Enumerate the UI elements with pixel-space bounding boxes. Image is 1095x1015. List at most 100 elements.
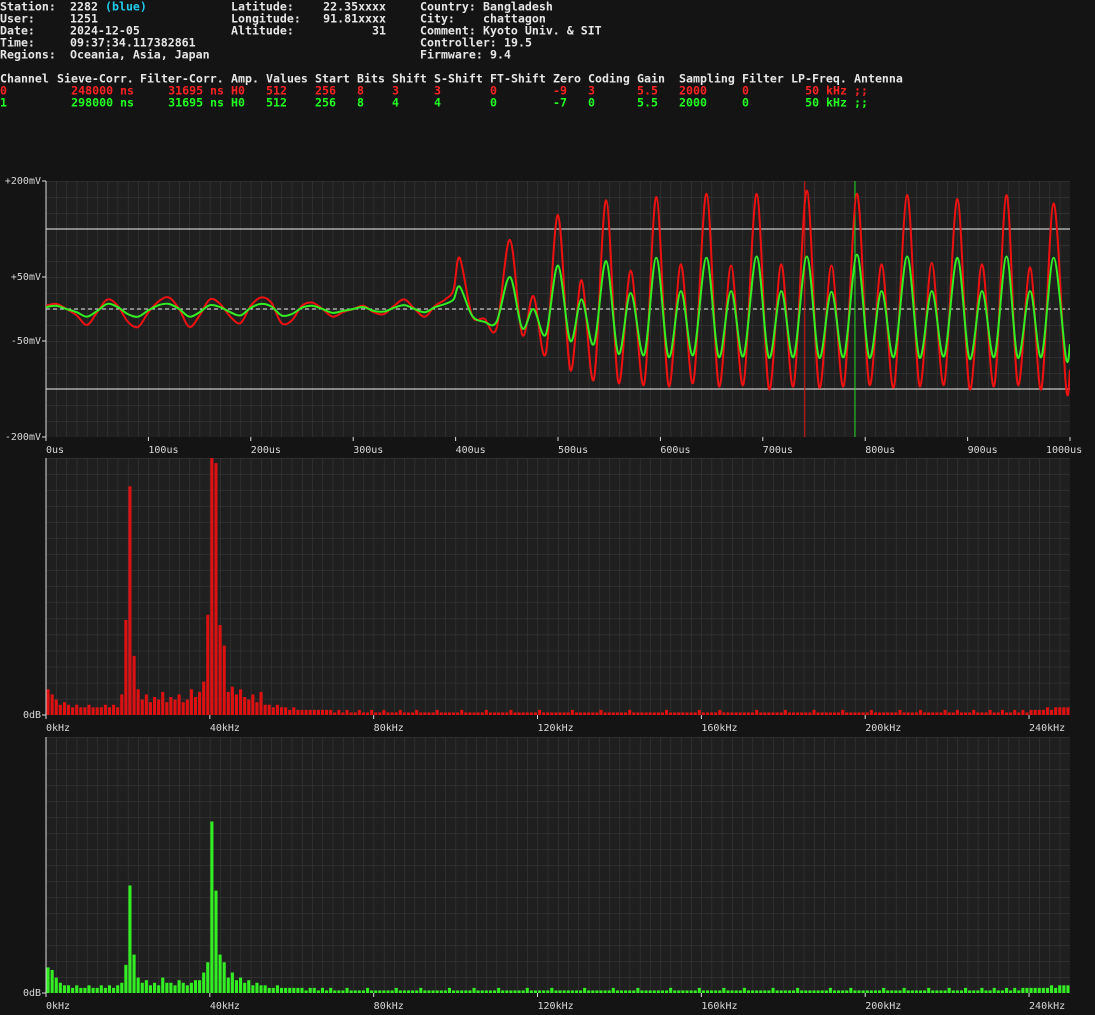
spectrum-bar — [378, 712, 382, 715]
x-tick-label: 900us — [968, 445, 998, 456]
spectrum-bar — [87, 704, 91, 715]
spectrum-bar — [136, 689, 140, 715]
plot-area — [46, 458, 1070, 715]
spectrum-bar — [632, 712, 636, 715]
spectrum-bar — [742, 712, 746, 715]
spectrum-bar — [222, 962, 226, 993]
spectrum-bar — [787, 990, 791, 993]
spectrum-bar — [1000, 990, 1004, 993]
x-tick-label: 700us — [763, 445, 793, 456]
spectrum-bar — [611, 987, 615, 993]
spectrum-bar — [738, 990, 742, 993]
spectrum-bar — [296, 987, 300, 993]
spectrum-bar — [136, 977, 140, 993]
spectrum-bar — [624, 990, 628, 993]
column-header: Zero — [553, 72, 581, 86]
spectrum-bar — [452, 990, 456, 993]
spectrum-bar — [54, 699, 58, 715]
spectrum-bar — [329, 709, 333, 715]
spectrum-bar — [841, 990, 845, 993]
field-note: (blue) — [105, 0, 147, 14]
spectrum-bar — [185, 699, 189, 715]
field-label: Latitude: — [231, 0, 294, 14]
spectrum-bar — [263, 985, 267, 993]
spectrum-bar — [918, 709, 923, 715]
spectrum-bar — [198, 980, 202, 993]
spectrum-bar — [312, 987, 316, 993]
spectrum-bar — [300, 987, 304, 993]
spectrum-bar — [423, 990, 427, 993]
spectrum-bar — [718, 709, 722, 715]
spectrum-bar — [931, 712, 935, 715]
spectrum-bar — [521, 712, 525, 715]
spectrum-bar — [460, 709, 464, 715]
x-tick-label: 200us — [251, 445, 281, 456]
spectrum-bar — [566, 990, 570, 993]
spectrum-bar — [1009, 712, 1013, 715]
spectrum-bar — [984, 990, 988, 993]
spectrum-bar — [50, 694, 54, 715]
spectrum-bar — [517, 990, 521, 993]
spectrum-bar — [681, 712, 685, 715]
spectrum-bar — [214, 463, 218, 715]
table-cell: -9 — [553, 84, 567, 98]
spectrum-bar — [882, 987, 886, 993]
spectrum-bar — [759, 990, 763, 993]
spectrum-bar — [787, 712, 791, 715]
table-cell: ;; — [854, 84, 868, 98]
spectrum-bar — [423, 712, 427, 715]
column-header: Channel — [0, 72, 49, 86]
spectrum-bar — [456, 990, 460, 993]
spectrum-bar — [513, 712, 517, 715]
spectrum-bar — [570, 990, 574, 993]
spectrum-bar — [669, 987, 673, 993]
spectrum-bar — [783, 990, 787, 993]
spectrum-bar — [267, 987, 271, 993]
field-value: Bangladesh — [483, 0, 553, 14]
spectrum-bar — [964, 987, 968, 993]
spectrum-bar — [251, 985, 255, 993]
spectrum-bar — [206, 614, 210, 715]
spectrum-bar — [648, 990, 652, 993]
spectrum-bar — [468, 712, 472, 715]
spectrum-bar — [99, 985, 103, 993]
spectrum-bar — [267, 704, 271, 715]
spectrum-bar — [296, 709, 300, 715]
spectrum-bar — [906, 990, 910, 993]
spectrum-bar — [603, 990, 607, 993]
field-label: Longitude: — [231, 12, 301, 26]
column-header: Antenna — [854, 72, 903, 86]
table-cell: 1 — [0, 96, 7, 110]
x-tick-label: 80kHz — [374, 1001, 404, 1012]
spectrum-bar — [902, 712, 906, 715]
spectrum-bar — [148, 985, 152, 993]
spectrum-bar — [243, 697, 247, 715]
x-tick-label: 240kHz — [1029, 1001, 1065, 1012]
spectrum-bar — [660, 990, 664, 993]
table-cell: 3 — [588, 84, 595, 98]
spectrum-bar — [636, 712, 640, 715]
spectrum-bar — [992, 712, 996, 715]
spectrum-bar — [1017, 712, 1021, 715]
spectrum-bar — [591, 712, 595, 715]
spectrum-bar — [382, 990, 386, 993]
spectrum-bar — [746, 990, 751, 993]
spectrum-bar — [247, 699, 251, 715]
spectrum-bar — [431, 712, 435, 715]
spectrum-bar — [714, 712, 718, 715]
spectrum-bar — [763, 990, 767, 993]
spectrum-bar — [386, 712, 390, 715]
spectrum-bar — [390, 990, 394, 993]
spectrum-bar — [808, 990, 812, 993]
spectrum-bar — [812, 709, 816, 715]
spectrum-bar — [304, 990, 308, 993]
spectrum-bar — [210, 458, 214, 715]
field-value: 91.81xxxx — [323, 12, 386, 26]
spectrum-bar — [271, 987, 275, 993]
spectrum-bar — [710, 712, 714, 715]
spectrum-bar — [669, 712, 673, 715]
field-value: 9.4 — [490, 48, 511, 62]
spectrum-bar — [1000, 709, 1004, 715]
spectrum-bar — [632, 990, 636, 993]
